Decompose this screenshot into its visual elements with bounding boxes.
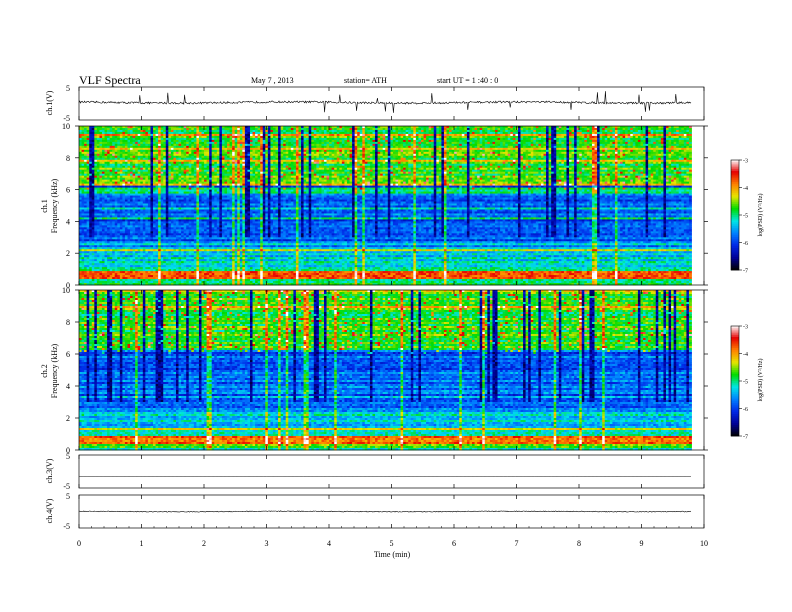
ch1-voltage-panel: ch.1(V) 5 -5: [45, 84, 704, 123]
station-label: station= ATH: [344, 76, 387, 85]
ch1-spectrogram: [79, 126, 692, 285]
start-time-label: start UT = 1 :40 : 0: [437, 76, 498, 85]
ch1-voltage-trace: [79, 91, 691, 113]
ch1-ytick-top: 5: [66, 84, 70, 93]
date-label: May 7 , 2013: [251, 76, 294, 85]
ch1-voltage-ylabel: ch.1(V): [45, 90, 54, 115]
figure-title: VLF Spectra: [79, 73, 141, 87]
vlf-spectra-figure: VLF Spectra May 7 , 2013 station= ATH st…: [0, 0, 792, 612]
